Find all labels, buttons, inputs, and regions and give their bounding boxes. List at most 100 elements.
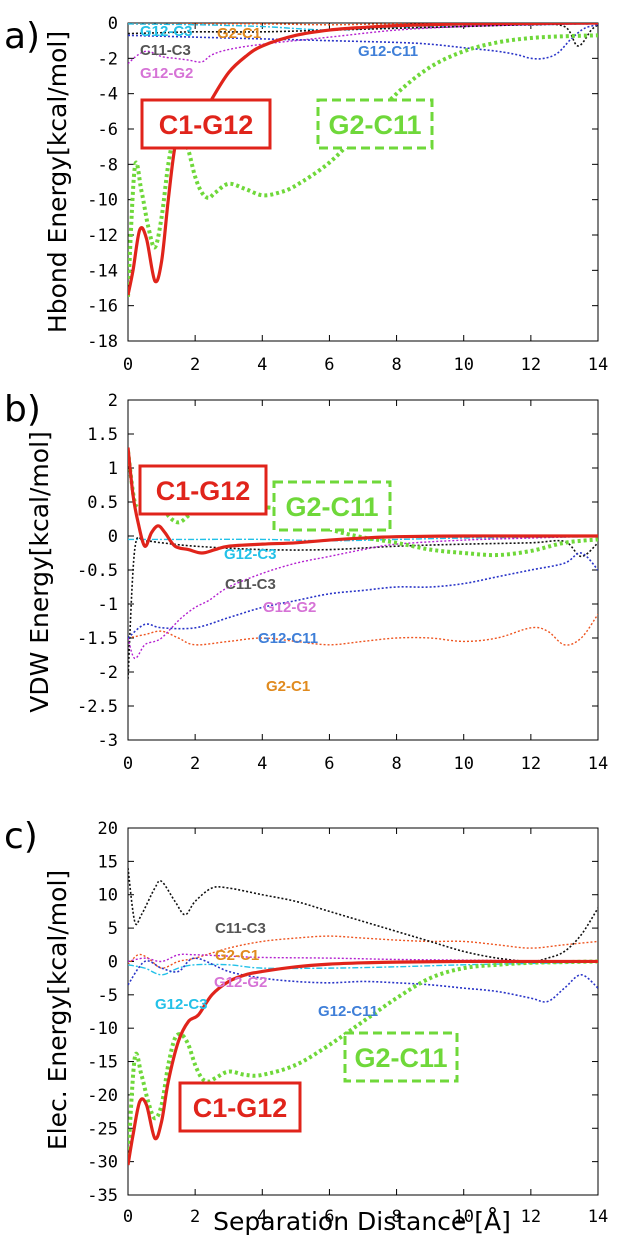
x-tick-label: 4 xyxy=(257,1207,267,1227)
series-label: G12-C11 xyxy=(318,1003,378,1020)
y-tick-label: -16 xyxy=(87,297,118,317)
y-tick-label: 5 xyxy=(108,919,118,939)
y-tick-label: -35 xyxy=(87,1186,118,1206)
series-label: G12-C11 xyxy=(258,630,318,647)
y-tick-label: 10 xyxy=(98,886,118,906)
y-tick-label: 0 xyxy=(108,527,118,547)
series-line-g2-c1 xyxy=(128,613,598,646)
series-label: G12-C3 xyxy=(155,996,208,1013)
x-tick-label: 8 xyxy=(391,754,401,774)
x-tick-label: 0 xyxy=(123,1207,133,1227)
series-label-box xyxy=(343,1031,459,1083)
series-line-g2-c11 xyxy=(128,959,598,1162)
series-line-g12-c11 xyxy=(128,23,598,60)
plot-frame xyxy=(127,22,599,342)
series-line-g12-g2 xyxy=(128,535,598,660)
series-label: G12-C3 xyxy=(140,23,193,40)
y-tick-label: -3 xyxy=(98,731,118,751)
y-tick-label: -18 xyxy=(87,332,118,352)
y-tick-label: -10 xyxy=(87,1019,118,1039)
series-label: C11-C3 xyxy=(215,920,266,937)
series-label: G2-C11 xyxy=(354,1043,447,1073)
x-tick-label: 10 xyxy=(453,754,473,774)
series-line-g2-c11 xyxy=(128,33,598,297)
y-tick-label: 0.5 xyxy=(87,493,118,513)
y-tick-label: -2.5 xyxy=(77,697,118,717)
series-label-box xyxy=(272,480,392,532)
y-tick-label: 2 xyxy=(108,391,118,411)
x-tick-label: 0 xyxy=(123,355,133,375)
x-axis-title: Separation Distance [Å] xyxy=(213,1207,511,1236)
y-axis-title: Hbond Energy[kcal/mol] xyxy=(43,31,72,333)
y-tick-label: -10 xyxy=(87,191,118,211)
x-tick-label: 2 xyxy=(190,355,200,375)
x-tick-label: 14 xyxy=(588,355,608,375)
y-tick-label: -8 xyxy=(98,155,118,175)
series-line-g12-c11 xyxy=(128,552,598,639)
panel-letter: b) xyxy=(4,389,41,430)
y-tick-label: -2 xyxy=(98,49,118,69)
y-tick-label: -15 xyxy=(87,1053,118,1073)
series-label: G2-C11 xyxy=(328,110,421,140)
y-tick-label: 1.5 xyxy=(87,425,118,445)
panel-3: 0 2 4 6 8 10 12 14 20 15 10 5 0 -5 -10 -15 -20 -25 -30 -35 E… xyxy=(4,816,608,1227)
y-tick-label: -14 xyxy=(87,261,118,281)
panel-2: 0 2 4 6 8 10 12 14 2 1.5 1 0.5 0 -0.5 -1 -1.5 -2 -2.5 -3 VD… xyxy=(4,389,608,774)
series-label: G12-G2 xyxy=(140,65,193,82)
x-tick-label: 0 xyxy=(123,754,133,774)
y-tick-label: -4 xyxy=(98,85,118,105)
series-label: C1-G12 xyxy=(156,476,251,506)
series-label: G12-C3 xyxy=(224,546,277,563)
series-label: C1-G12 xyxy=(193,1093,288,1123)
x-tick-label: 12 xyxy=(521,355,541,375)
series-line-g2-c11 xyxy=(128,450,598,558)
x-tick-label: 8 xyxy=(391,355,401,375)
y-tick-label: -1 xyxy=(98,595,118,615)
y-tick-label: -25 xyxy=(87,1119,118,1139)
panel-letter: c) xyxy=(4,816,38,857)
y-tick-label: -0.5 xyxy=(77,561,118,581)
y-tick-label: -20 xyxy=(87,1086,118,1106)
x-tick-label: 4 xyxy=(257,754,267,774)
series-line-c11-c3 xyxy=(128,23,598,47)
y-axis-title: VDW Energy[kcal/mol] xyxy=(25,431,54,713)
x-tick-label: 2 xyxy=(190,1207,200,1227)
x-tick-label: 10 xyxy=(453,355,473,375)
panel-letter: a) xyxy=(4,16,40,57)
y-tick-label: 15 xyxy=(98,852,118,872)
y-tick-label: -5 xyxy=(98,986,118,1006)
series-label-box xyxy=(140,98,272,150)
x-tick-label: 8 xyxy=(391,1207,401,1227)
series-label: G12-C11 xyxy=(358,43,418,60)
series-line-c1-g12 xyxy=(128,23,598,296)
y-tick-label: 0 xyxy=(108,14,118,34)
series-label: C1-G12 xyxy=(159,110,254,140)
series-line-g2-c1 xyxy=(128,935,598,969)
x-tick-label: 6 xyxy=(324,355,334,375)
x-tick-label: 2 xyxy=(190,754,200,774)
y-tick-label: 20 xyxy=(98,819,118,839)
series-line-c11-c3 xyxy=(128,536,598,679)
series-label-box xyxy=(316,98,434,150)
y-tick-label: -12 xyxy=(87,226,118,246)
series-label: G2-C11 xyxy=(285,492,378,522)
series-label-box xyxy=(178,1081,302,1133)
x-tick-label: 12 xyxy=(521,754,541,774)
series-label: G12-G2 xyxy=(263,599,316,616)
series-label: G12-G2 xyxy=(214,974,267,991)
y-tick-label: 0 xyxy=(108,952,118,972)
series-label: G2-C1 xyxy=(217,25,261,42)
series-line-g12-g2 xyxy=(128,23,598,65)
plot-frame xyxy=(127,399,599,741)
y-tick-label: 1 xyxy=(108,459,118,479)
series-label: C11-C3 xyxy=(225,576,276,593)
series-line-g12-c11 xyxy=(128,957,598,1003)
x-tick-label: 14 xyxy=(588,1207,608,1227)
y-tick-label: -6 xyxy=(98,120,118,140)
series-label: G2-C1 xyxy=(215,947,259,964)
series-label: G2-C1 xyxy=(266,678,310,695)
series-label-box xyxy=(138,464,268,516)
series-label: C11-C3 xyxy=(140,42,191,59)
y-tick-label: -2 xyxy=(98,663,118,683)
